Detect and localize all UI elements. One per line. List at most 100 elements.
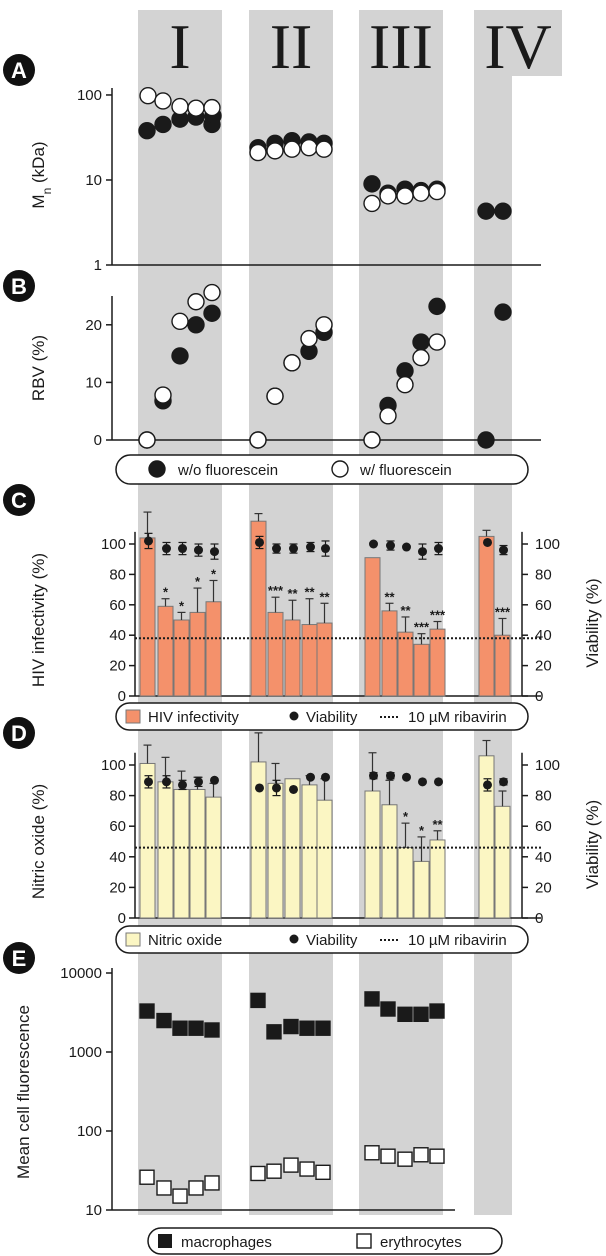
panel-C-viability-point (499, 545, 508, 555)
panel-E-point (204, 1022, 220, 1038)
panel-E-y-tick-label: 10 (85, 1202, 102, 1219)
panel-B-point (428, 297, 446, 316)
panel-E-legend-marker-filled (158, 1234, 172, 1248)
panel-B-legend-marker-filled (148, 460, 166, 478)
panel-C-legend-label-1: HIV infectivity (148, 709, 239, 726)
panel-C-bar (205, 601, 222, 697)
panel-C-significance: *** (268, 583, 284, 598)
panel-D-legend-swatch (125, 932, 141, 947)
panel-A-point (363, 175, 381, 193)
panel-B-point (266, 387, 284, 405)
panel-C-y-tick-label: 60 (109, 597, 126, 614)
panel-D-significance: * (403, 809, 409, 824)
panel-B: B 0 10 20 RBV (%) w/o fluorescein w/ fluoresce… (3, 270, 541, 485)
panel-D-legend-label-2: Viability (306, 932, 358, 949)
panel-D-viability-point (178, 780, 187, 790)
panel-badge-C (3, 484, 35, 516)
panel-D-legend-label-3: 10 µM ribavirin (408, 932, 507, 949)
panel-E-point (266, 1163, 282, 1179)
panel-D-bar (267, 782, 284, 919)
panel-B-point (477, 431, 495, 449)
panel-A-point (315, 140, 333, 158)
panel-D-viability-point (210, 775, 219, 785)
panel-C-y2-tick-label: 60 (535, 597, 552, 614)
group-tab-4 (474, 10, 562, 76)
panel-B-y-tick-label: 10 (85, 374, 102, 391)
panel-B-point (203, 283, 221, 302)
panel-A-point (154, 92, 172, 110)
panel-D: D 0 0 20 20 40 40 60 60 80 80 100 100 Nitric oxide (%… (3, 717, 602, 954)
panel-C-significance: ** (287, 586, 298, 601)
panel-A-point (171, 97, 189, 116)
panel-badge-A (3, 54, 35, 86)
panel-D-viability-point (418, 777, 427, 787)
panel-C-viability-point (386, 541, 395, 551)
panel-badge-E (3, 942, 35, 974)
panel-E-point (156, 1180, 172, 1196)
panel-C-viability-point (402, 542, 411, 552)
panel-C-bar (381, 610, 398, 697)
panel-D-y2-tick-label: 20 (535, 879, 552, 896)
panel-E-point (266, 1024, 282, 1040)
panel-D-y-label: Nitric oxide (%) (29, 784, 48, 899)
group-label-I: I (169, 11, 190, 82)
panel-C-bar (413, 643, 430, 697)
group-tab-1 (138, 10, 222, 76)
panel-D-bar (316, 799, 333, 919)
panel-C-legend-swatch (125, 709, 141, 724)
panel-C-legend (115, 702, 529, 731)
panel-C-bar (173, 619, 190, 697)
panel-B-legend-marker-open (331, 460, 349, 478)
panel-D-viability-point (194, 777, 203, 787)
panel-A-y-tick-label: 10 (85, 172, 102, 189)
panel-D-y2-label: Viability (%) (583, 800, 602, 889)
panel-E-point (364, 991, 380, 1007)
panel-B-point (412, 333, 430, 351)
panel-C-y-tick-label: 0 (118, 688, 126, 705)
panel-C-viability-point (483, 537, 492, 547)
panel-C: C 0 0 20 20 40 40 60 60 80 80 100 100 HIV infectivity… (3, 484, 602, 731)
panel-C-y-label: HIV infectivity (%) (29, 553, 48, 687)
panel-C-significance: ** (319, 589, 330, 604)
panel-D-viability-point (162, 777, 171, 787)
panel-B-point (187, 293, 205, 311)
panel-C-legend-marker (289, 711, 299, 721)
panel-D-viability-point (483, 780, 492, 790)
panel-E-legend-label-2: erythrocytes (380, 1234, 462, 1251)
panel-A-point (203, 98, 221, 117)
panel-E-point (380, 1001, 396, 1017)
panel-C-bar (494, 634, 511, 697)
panel-A-point (138, 121, 156, 140)
panel-A-y-label: Mn (kDa) (29, 141, 54, 208)
panel-B-point (396, 376, 414, 394)
group-label-III: III (369, 11, 433, 82)
panel-D-y-tick-label: 20 (109, 879, 126, 896)
panel-A-point (477, 202, 495, 220)
panel-B-point (203, 304, 221, 322)
panel-D-y-tick-label: 40 (109, 849, 126, 866)
panel-C-significance: ** (384, 589, 395, 604)
panel-E-point (139, 1169, 155, 1185)
panel-D-viability-point (306, 772, 315, 782)
panel-B-point (412, 348, 430, 367)
panel-D-bar (429, 839, 446, 919)
panel-E-point (299, 1161, 315, 1177)
panel-C-significance: ** (400, 603, 411, 618)
panel-C-viability-point (178, 544, 187, 554)
panel-B-point (315, 316, 333, 334)
panel-E-point (397, 1151, 413, 1167)
panel-C-bar (139, 537, 156, 697)
panel-D-bar (478, 755, 495, 919)
panel-C-y-tick-label: 100 (101, 536, 126, 553)
panel-E-legend (147, 1227, 503, 1255)
panel-E-point (156, 1012, 172, 1029)
panel-E-legend-label-1: macrophages (181, 1234, 272, 1251)
panel-D-viability-point (144, 777, 153, 787)
panel-C-significance: *** (495, 604, 511, 619)
panel-D-legend (115, 925, 529, 954)
panel-C-bar (364, 557, 381, 697)
panel-C-significance: *** (414, 620, 430, 635)
panel-D-bar (494, 805, 511, 919)
group-tab-2 (249, 10, 333, 76)
